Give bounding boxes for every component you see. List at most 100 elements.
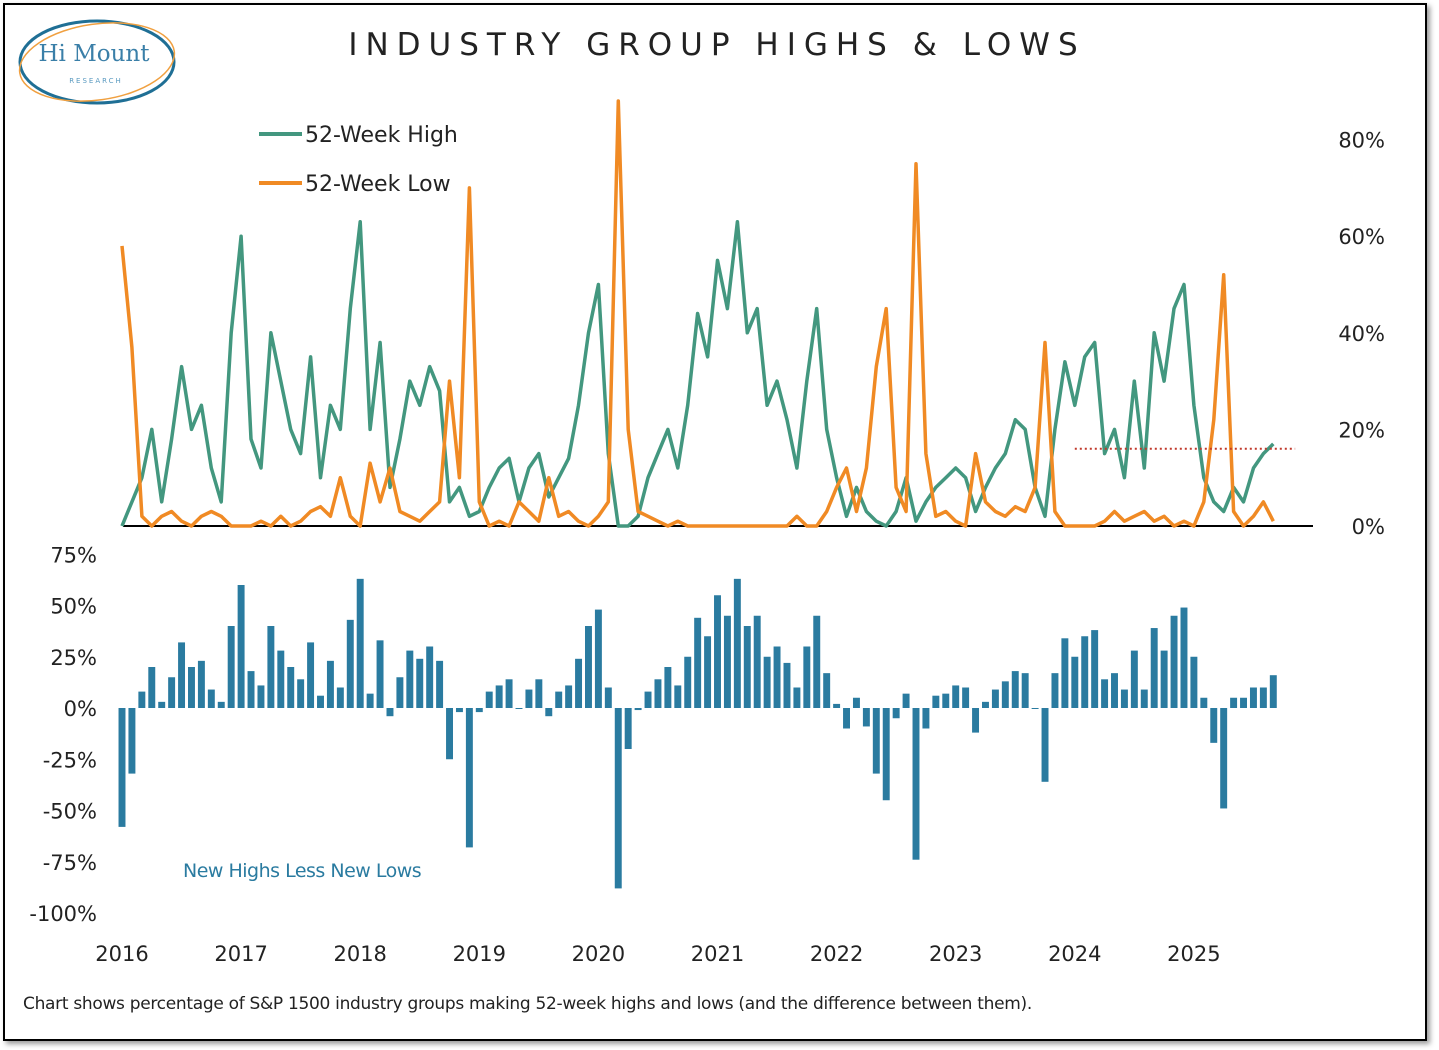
diff-bar — [277, 650, 285, 708]
diff-bar — [217, 701, 225, 708]
diff-bar — [396, 677, 404, 708]
diff-bar — [1051, 673, 1059, 708]
diff-bar — [197, 660, 205, 708]
diff-bar — [664, 667, 672, 708]
x-tick: 2025 — [1167, 942, 1220, 966]
diff-bar — [793, 687, 801, 708]
diff-bar — [1120, 689, 1128, 708]
diff-bar — [704, 636, 712, 708]
top-y-tick: 20% — [1338, 418, 1385, 442]
diff-bar — [694, 617, 702, 708]
diff-bar — [684, 656, 692, 708]
diff-bar — [188, 667, 195, 708]
diff-bar — [862, 708, 870, 727]
diff-bar — [436, 660, 444, 708]
diff-bar — [1200, 697, 1208, 708]
diff-bar — [1140, 689, 1148, 708]
diff-bar — [267, 626, 275, 708]
diff-bar — [1190, 656, 1198, 708]
diff-bar — [446, 708, 453, 760]
diff-bar — [356, 578, 364, 708]
diff-bar — [475, 708, 483, 713]
diff-bar — [1240, 697, 1247, 708]
diff-bar — [386, 708, 394, 717]
bottom-y-tick: 75% — [50, 543, 97, 567]
diff-bar — [406, 650, 414, 708]
diff-bar — [1210, 708, 1218, 743]
diff-bar — [1180, 607, 1188, 708]
diff-bar — [872, 708, 880, 774]
diff-bar — [1101, 679, 1109, 708]
diff-bar — [982, 701, 989, 708]
diff-bar — [634, 708, 642, 711]
diff-bar — [515, 708, 523, 709]
diff-bar — [1061, 638, 1069, 708]
diff-bar — [1071, 656, 1079, 708]
diff-bar — [1091, 630, 1099, 708]
diff-bar — [376, 640, 384, 708]
diff-bar — [297, 679, 305, 708]
diff-bar — [723, 615, 731, 708]
diff-bar — [902, 693, 910, 708]
x-tick: 2017 — [214, 942, 267, 966]
logo: Hi Mount RESEARCH — [18, 19, 176, 105]
bar-annotation: New Highs Less New Lows — [183, 860, 421, 882]
diff-bar — [207, 689, 215, 708]
diff-bar — [565, 685, 573, 708]
diff-bar — [833, 703, 841, 708]
legend-low: 52-Week Low — [305, 172, 451, 197]
x-tick: 2018 — [333, 942, 386, 966]
diff-bar — [158, 701, 166, 708]
diff-bar — [455, 708, 463, 713]
bottom-y-tick: -100% — [29, 902, 97, 926]
diff-bar — [783, 662, 791, 708]
x-tick: 2016 — [95, 942, 148, 966]
diff-bar — [912, 708, 920, 860]
bottom-y-tick: 0% — [64, 697, 97, 721]
x-tick: 2019 — [453, 942, 506, 966]
bottom-y-tick: 50% — [50, 595, 97, 619]
diff-bar — [1081, 636, 1089, 708]
diff-bar — [336, 687, 344, 708]
diff-bar — [753, 615, 761, 708]
diff-bar — [1111, 673, 1118, 708]
diff-bar — [1269, 675, 1277, 708]
diff-bar — [1011, 671, 1019, 708]
diff-bar — [1220, 708, 1228, 809]
x-tick: 2021 — [691, 942, 744, 966]
diff-bar — [545, 708, 553, 717]
diff-bar — [575, 658, 583, 708]
logo-sub: RESEARCH — [69, 77, 123, 85]
diff-bar — [287, 667, 295, 708]
diff-bar — [1031, 708, 1039, 709]
chart-svg: Hi Mount RESEARCH INDUSTRY GROUP HIGHS &… — [18, 19, 1385, 1014]
diff-bar — [852, 697, 860, 708]
diff-bar — [1021, 673, 1029, 708]
diff-bar — [654, 679, 662, 708]
diff-bar — [178, 642, 186, 708]
diff-bar — [1001, 681, 1009, 708]
diff-bar — [614, 708, 622, 889]
diff-bar — [674, 685, 682, 708]
bottom-y-tick: -25% — [43, 748, 97, 772]
diff-bar — [505, 679, 513, 708]
diff-bar — [326, 660, 334, 708]
logo-name: Hi Mount — [39, 41, 151, 67]
top-y-tick: 60% — [1338, 225, 1385, 249]
diff-bar — [1230, 697, 1238, 708]
bottom-y-tick: -50% — [43, 800, 97, 824]
diff-bar — [644, 691, 652, 708]
diff-bar — [416, 658, 424, 708]
diff-bar — [525, 689, 533, 708]
diff-bar — [118, 708, 126, 827]
diff-bar — [535, 679, 543, 708]
x-tick: 2023 — [929, 942, 982, 966]
diff-bar — [1170, 615, 1178, 708]
diff-bar — [465, 708, 473, 848]
diff-bar — [1130, 650, 1138, 708]
chart-title: INDUSTRY GROUP HIGHS & LOWS — [348, 27, 1085, 63]
diff-bar — [148, 667, 156, 708]
diff-bar — [714, 595, 721, 708]
diff-bar — [823, 673, 831, 708]
diff-bar — [763, 656, 771, 708]
